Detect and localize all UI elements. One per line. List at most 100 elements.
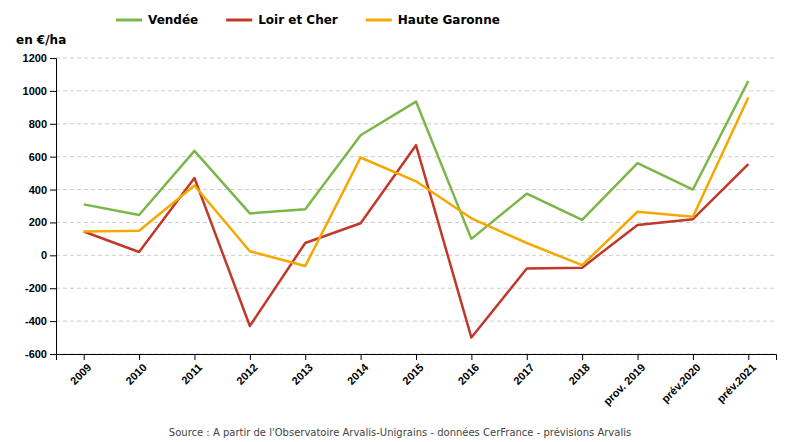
x-tick-label: prov. 2019 bbox=[601, 361, 647, 407]
y-tick: 400 bbox=[29, 184, 56, 196]
x-tick: prov. 2019 bbox=[601, 354, 647, 407]
y-tick: -200 bbox=[25, 282, 56, 294]
x-tick-mark bbox=[84, 354, 85, 360]
y-axis-line bbox=[50, 59, 57, 355]
y-tick-mark bbox=[50, 190, 56, 191]
grid-line bbox=[56, 288, 776, 289]
series-line bbox=[84, 145, 749, 337]
x-tick: 2015 bbox=[400, 354, 426, 387]
y-tick-label: 800 bbox=[29, 118, 47, 130]
x-tick: 2018 bbox=[566, 354, 592, 387]
y-tick-mark bbox=[50, 321, 56, 322]
chart: -600 -400 -200 0 200 400 600 800 1000 1200 2009 201… bbox=[0, 0, 800, 442]
x-tick: 2011 bbox=[179, 354, 204, 386]
y-tick-mark bbox=[50, 354, 56, 355]
x-tick-label: 2013 bbox=[289, 361, 315, 387]
y-tick-mark bbox=[50, 124, 56, 125]
grid-line bbox=[56, 58, 776, 59]
x-tick-label: 2012 bbox=[234, 361, 260, 387]
grid-line bbox=[56, 123, 776, 124]
x-tick: 2010 bbox=[123, 354, 149, 387]
y-axis-title: en €/ha bbox=[16, 33, 66, 47]
x-tick-mark bbox=[527, 354, 528, 360]
x-tick-mark bbox=[250, 354, 251, 360]
y-tick: 1000 bbox=[23, 85, 56, 97]
x-tick: 2013 bbox=[289, 354, 315, 387]
x-tick: 2012 bbox=[234, 354, 260, 387]
y-tick-mark bbox=[50, 157, 56, 158]
x-axis: 2009 2010 2011 2012 2013 2014 2015 2016 2017 2018… bbox=[57, 354, 777, 407]
grid-line bbox=[56, 156, 776, 157]
x-tick: prév.2021 bbox=[714, 354, 758, 405]
legend-label: Haute Garonne bbox=[398, 13, 500, 27]
y-tick: -600 bbox=[25, 348, 56, 360]
x-tick: 2009 bbox=[68, 354, 94, 387]
y-tick-label: -600 bbox=[25, 348, 47, 360]
x-tick-label: 2017 bbox=[511, 361, 537, 387]
legend-item: Vendée bbox=[116, 13, 198, 27]
y-tick-mark bbox=[50, 91, 56, 92]
x-tick-mark bbox=[582, 354, 583, 360]
x-tick-mark bbox=[471, 354, 472, 360]
grid-line bbox=[56, 321, 776, 322]
legend-swatch bbox=[226, 19, 252, 22]
x-tick-label: 2014 bbox=[345, 360, 371, 386]
source-note: Source : A partir de l'Observatoire Arva… bbox=[169, 427, 631, 438]
y-tick-label: 400 bbox=[29, 184, 47, 196]
x-tick-mark bbox=[693, 354, 694, 360]
legend: Vendée Loir et Cher Haute Garonne bbox=[116, 13, 500, 27]
y-tick-label: 200 bbox=[29, 216, 47, 228]
x-tick-label: 2018 bbox=[566, 361, 592, 387]
y-tick: 200 bbox=[29, 216, 56, 228]
y-tick: 600 bbox=[29, 151, 56, 163]
x-tick: 2014 bbox=[345, 354, 371, 387]
y-tick-mark bbox=[50, 222, 56, 223]
y-tick: -400 bbox=[25, 315, 56, 327]
x-tick-label: 2011 bbox=[179, 361, 204, 386]
x-tick-label: 2016 bbox=[455, 361, 481, 387]
grid-line bbox=[56, 90, 776, 91]
x-tick-label: 2009 bbox=[68, 361, 94, 387]
grid-line bbox=[56, 189, 776, 190]
legend-swatch bbox=[366, 19, 392, 22]
legend-label: Loir et Cher bbox=[258, 13, 338, 27]
y-tick: 0 bbox=[41, 249, 56, 261]
x-tick-label: 2015 bbox=[400, 361, 426, 387]
y-tick-mark bbox=[50, 288, 56, 289]
y-tick-label: 1000 bbox=[23, 85, 47, 97]
legend-label: Vendée bbox=[148, 13, 198, 27]
grid bbox=[56, 58, 776, 354]
x-axis-line bbox=[57, 355, 777, 361]
y-tick-mark bbox=[50, 58, 56, 59]
y-tick-label: 600 bbox=[29, 151, 47, 163]
x-tick-label: prév.2021 bbox=[714, 361, 758, 405]
y-tick-label: -400 bbox=[25, 315, 47, 327]
x-tick-mark bbox=[139, 354, 140, 360]
x-tick-mark bbox=[416, 354, 417, 360]
legend-item: Loir et Cher bbox=[226, 13, 338, 27]
y-tick-label: 1200 bbox=[23, 52, 47, 64]
x-tick-mark bbox=[361, 354, 362, 360]
x-tick-mark bbox=[638, 354, 639, 360]
x-tick-mark bbox=[305, 354, 306, 360]
y-tick-mark bbox=[50, 255, 56, 256]
x-tick: 2016 bbox=[455, 354, 481, 387]
x-tick-mark bbox=[748, 354, 749, 360]
y-tick: 1200 bbox=[23, 52, 56, 64]
legend-swatch bbox=[116, 19, 142, 22]
lines bbox=[84, 81, 749, 338]
x-tick-label: prév.2020 bbox=[659, 361, 703, 405]
x-tick: prév.2020 bbox=[659, 354, 703, 405]
legend-item: Haute Garonne bbox=[366, 13, 500, 27]
y-axis: -600 -400 -200 0 200 400 600 800 1000 1200 bbox=[23, 52, 57, 360]
plot: -600 -400 -200 0 200 400 600 800 1000 1200 2009 201… bbox=[23, 52, 777, 407]
y-tick-label: 0 bbox=[41, 249, 47, 261]
x-tick: 2017 bbox=[511, 354, 537, 387]
x-tick-label: 2010 bbox=[123, 361, 149, 387]
x-tick-mark bbox=[194, 354, 195, 360]
series-line bbox=[84, 97, 749, 266]
series-line bbox=[84, 81, 749, 239]
y-tick: 800 bbox=[29, 118, 56, 130]
y-tick-label: -200 bbox=[25, 282, 47, 294]
grid-line bbox=[56, 255, 776, 256]
